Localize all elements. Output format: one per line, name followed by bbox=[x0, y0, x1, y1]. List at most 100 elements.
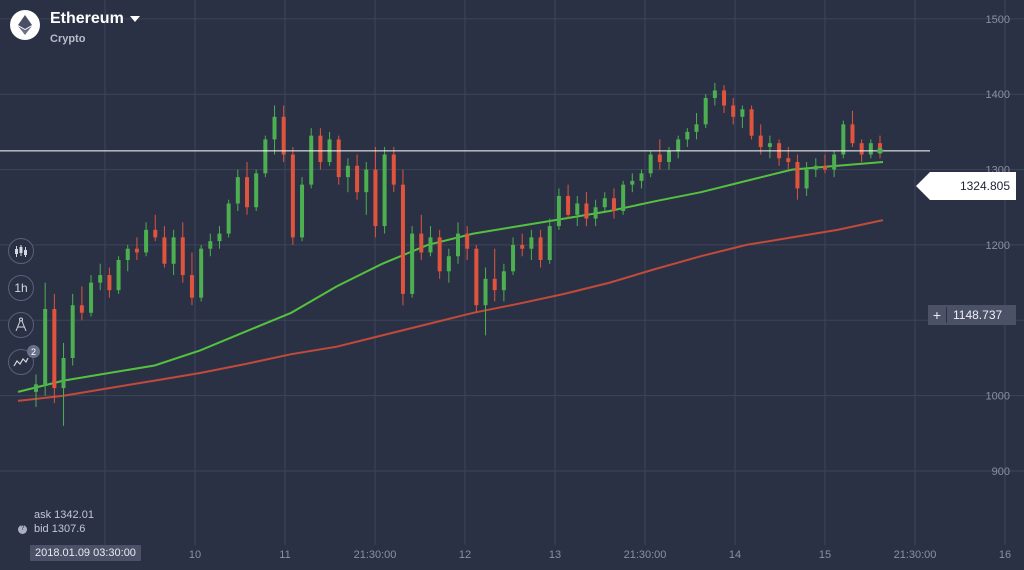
y-tick-label: 900 bbox=[992, 466, 1010, 478]
ask-price: ask 1342.01 bbox=[34, 509, 94, 521]
candle bbox=[134, 237, 139, 260]
candle-body bbox=[712, 90, 717, 98]
candle bbox=[703, 94, 708, 129]
candle-body bbox=[61, 357, 66, 389]
candle-body bbox=[566, 195, 571, 215]
candle bbox=[272, 105, 277, 155]
candle bbox=[153, 214, 158, 242]
candle-body bbox=[300, 184, 305, 238]
candle-body bbox=[694, 124, 699, 132]
x-tick-label: 12 bbox=[459, 549, 471, 561]
candle-body bbox=[639, 173, 644, 181]
candle-body bbox=[125, 248, 130, 260]
candle bbox=[144, 222, 149, 257]
candle bbox=[575, 195, 580, 227]
candle bbox=[419, 214, 424, 260]
candlestick-icon bbox=[15, 245, 27, 257]
candle bbox=[538, 229, 543, 268]
candle bbox=[300, 177, 305, 242]
candle bbox=[180, 222, 185, 283]
candle-body bbox=[758, 135, 763, 147]
candle-body bbox=[199, 248, 204, 298]
candle bbox=[43, 282, 48, 396]
candle bbox=[217, 226, 222, 249]
candle-body bbox=[254, 173, 259, 208]
candle bbox=[70, 293, 75, 366]
candle bbox=[740, 105, 745, 129]
candle bbox=[676, 135, 681, 159]
candle bbox=[602, 192, 607, 212]
candle-body bbox=[428, 237, 433, 253]
candle-body bbox=[52, 308, 57, 389]
candle bbox=[254, 169, 259, 212]
y-axis: 900100011001200130014001500 bbox=[986, 14, 1010, 478]
candle bbox=[767, 135, 772, 159]
candle-body bbox=[281, 116, 286, 155]
candle-body bbox=[107, 275, 112, 291]
candle bbox=[868, 139, 873, 159]
candle-body bbox=[786, 158, 791, 163]
candle bbox=[263, 135, 268, 178]
candle-body bbox=[272, 116, 277, 140]
moving-averages bbox=[17, 161, 884, 402]
candle-body bbox=[850, 124, 855, 144]
candle-body bbox=[648, 154, 653, 174]
candle bbox=[465, 226, 470, 260]
candle-body bbox=[804, 169, 809, 189]
candle-body bbox=[34, 384, 38, 392]
x-tick-label: 16 bbox=[999, 549, 1011, 561]
candle-body bbox=[556, 195, 561, 227]
candle bbox=[318, 128, 323, 170]
candle bbox=[52, 293, 57, 404]
candle-body bbox=[235, 177, 240, 204]
candle bbox=[400, 169, 405, 306]
candle-body bbox=[144, 229, 149, 253]
candle bbox=[437, 229, 442, 279]
candle bbox=[749, 105, 754, 140]
candle-body bbox=[602, 198, 607, 208]
candle-body bbox=[630, 180, 635, 185]
crosshair-price-tag: + 1148.737 bbox=[928, 305, 1016, 325]
candle bbox=[199, 244, 204, 302]
candle-body bbox=[731, 105, 736, 117]
candle-body bbox=[611, 198, 616, 212]
y-tick-label: 1000 bbox=[986, 391, 1010, 403]
candle bbox=[79, 286, 84, 321]
candle-body bbox=[410, 233, 415, 294]
candle bbox=[281, 105, 286, 163]
timeframe-button[interactable]: 1h bbox=[8, 275, 34, 301]
candle bbox=[566, 184, 571, 219]
drawing-tools-button[interactable] bbox=[8, 312, 34, 338]
asset-name: Ethereum bbox=[50, 10, 124, 27]
candle-body bbox=[446, 256, 451, 272]
candle-body bbox=[162, 237, 167, 264]
candle-body bbox=[722, 90, 727, 106]
candle bbox=[813, 158, 818, 178]
candle bbox=[189, 252, 194, 306]
candle-body bbox=[749, 109, 754, 136]
candle-body bbox=[667, 150, 671, 163]
time-cursor-label: 2018.01.09 03:30:00 bbox=[30, 545, 141, 561]
ethereum-diamond-icon[interactable] bbox=[10, 10, 40, 40]
chart-type-button[interactable] bbox=[8, 238, 34, 264]
candle bbox=[593, 199, 598, 227]
candle bbox=[382, 146, 387, 234]
candle-body bbox=[345, 165, 350, 178]
candle bbox=[446, 248, 451, 283]
candle-body bbox=[832, 154, 837, 170]
chart-grid bbox=[0, 0, 1024, 545]
quote-panel: ask 1342.01 ? bid 1307.6 bbox=[18, 508, 94, 536]
indicators-button[interactable]: 2 bbox=[8, 345, 40, 375]
candle bbox=[547, 218, 552, 264]
candle bbox=[648, 150, 653, 178]
candle bbox=[657, 139, 662, 170]
candle bbox=[694, 113, 699, 140]
asset-selector[interactable]: Ethereum bbox=[50, 10, 140, 28]
plus-icon[interactable]: + bbox=[928, 307, 947, 323]
candle bbox=[511, 237, 516, 276]
candle bbox=[107, 267, 112, 298]
help-icon[interactable]: ? bbox=[18, 524, 27, 534]
candle-body bbox=[318, 135, 323, 163]
x-tick-label: 11 bbox=[279, 549, 290, 561]
